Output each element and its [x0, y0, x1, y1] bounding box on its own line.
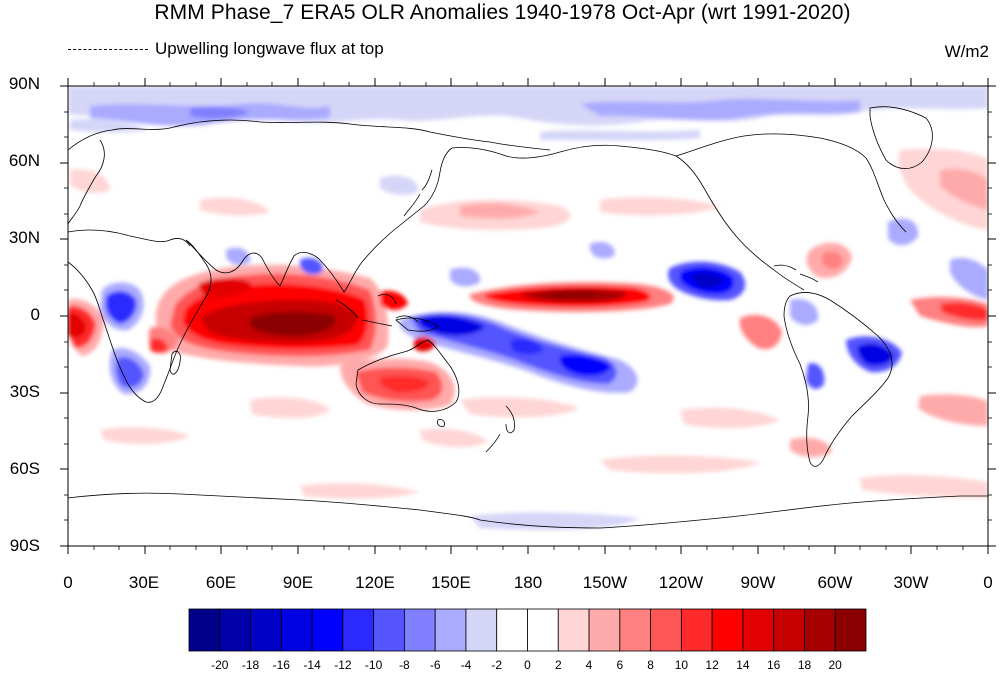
lat-label-equator: 0	[30, 305, 40, 324]
colorbar-tick-label: -12	[334, 658, 352, 672]
colorbar-tick-label: 0	[524, 658, 531, 672]
colorbar-tick-label: -10	[364, 658, 383, 672]
colorbar-tick-label: 2	[554, 658, 562, 672]
lon-label-120w: 120W	[658, 573, 704, 592]
lat-label-60s: 60S	[9, 459, 40, 478]
colorbar-tick-label: 16	[767, 658, 781, 672]
colorbar-swatch	[404, 608, 436, 652]
colorbar-swatch	[588, 608, 621, 652]
colorbar-swatch	[834, 608, 867, 652]
lon-minor-ticks	[93, 82, 964, 550]
lon-label-0-east: 0	[983, 573, 993, 592]
colorbar-swatch	[311, 608, 344, 652]
lon-label-120e: 120E	[355, 573, 395, 592]
colorbar-swatch	[188, 608, 221, 652]
lat-minor-ticks	[64, 111, 992, 521]
dashed-line-legend-symbol	[68, 49, 148, 50]
lat-ticks	[60, 85, 996, 547]
lon-label-150w: 150W	[582, 573, 628, 592]
map-title: RMM Phase_7 ERA5 OLR Anomalies 1940-1978…	[154, 1, 851, 24]
colorbar-swatch	[373, 608, 405, 652]
colorbar-tick-label: -14	[303, 658, 321, 672]
lon-label-60w: 60W	[817, 573, 853, 592]
colorbar-tick-label: 14	[736, 658, 750, 672]
colorbar-tick-label: 18	[797, 658, 812, 672]
extratropical-anomalies	[70, 148, 988, 300]
coastlines	[68, 106, 988, 529]
lon-label-90w: 90W	[740, 573, 776, 592]
lat-label-60n: 60N	[8, 151, 40, 170]
colorbar-swatch	[650, 608, 682, 652]
colorbar-swatch	[496, 608, 528, 652]
lat-label-90n: 90N	[8, 74, 40, 93]
lat-label-30n: 30N	[8, 228, 40, 247]
colorbar-swatch	[527, 608, 559, 652]
colorbar-swatch	[465, 608, 498, 652]
colorbar-tick-label: -18	[241, 658, 260, 672]
lon-ticks	[67, 78, 989, 554]
lat-label-90s: 90S	[9, 536, 40, 555]
colorbar-swatch	[557, 608, 590, 652]
colorbar-tick-label: -4	[460, 658, 472, 672]
colorbar-swatch	[280, 608, 313, 652]
colorbar-tick-label: -6	[429, 658, 441, 672]
colorbar-tick-label: 4	[585, 658, 593, 672]
lon-label-180: 180	[513, 573, 543, 592]
colorbar-swatch	[680, 608, 713, 652]
lon-label-30w: 30W	[893, 573, 929, 592]
colorbar-swatch	[804, 608, 836, 652]
colorbar-swatch	[711, 608, 744, 652]
anomaly-field	[68, 86, 988, 546]
colorbar-swatch	[773, 608, 805, 652]
lon-label-30e: 30E	[128, 573, 160, 592]
arctic-negative-anomaly	[68, 86, 988, 141]
colorbar-tick-label: 8	[647, 658, 654, 672]
colorbar-swatch	[434, 608, 467, 652]
colorbar-swatch	[342, 608, 375, 652]
map-subtitle: Upwelling longwave flux at top	[155, 39, 384, 58]
lon-label-60e: 60E	[205, 573, 237, 592]
colorbar-swatch	[619, 608, 651, 652]
colorbar-swatch	[250, 608, 282, 652]
lon-label-150e: 150E	[431, 573, 471, 592]
colorbar-tick-label: 20	[828, 658, 842, 672]
colorbar-tick-label: 6	[616, 658, 624, 672]
colorbar-tick-label: -2	[491, 658, 503, 672]
colorbar-tick-label: 12	[705, 658, 719, 672]
southern-anomalies	[100, 394, 988, 530]
colorbar-swatch	[742, 608, 775, 652]
colorbar-tick-label: -16	[272, 658, 290, 672]
colorbar	[188, 608, 867, 652]
colorbar-tick-label: -8	[399, 658, 410, 672]
lon-label-90e: 90E	[282, 573, 314, 592]
lon-label-0: 0	[63, 573, 73, 592]
colorbar-swatch	[219, 608, 251, 652]
tropical-anomalies	[68, 241, 988, 411]
lat-label-30s: 30S	[9, 382, 40, 401]
colorbar-tick-label: -20	[211, 658, 229, 672]
units-label: W/m2	[944, 42, 989, 61]
colorbar-tick-label: 10	[674, 658, 689, 672]
